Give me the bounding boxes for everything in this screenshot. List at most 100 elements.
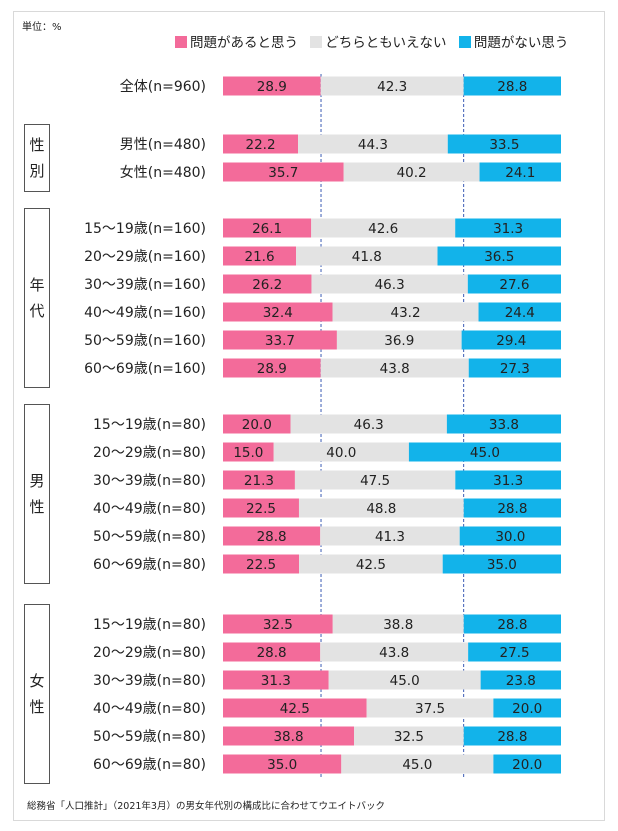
group-label-char: 性: [29, 698, 45, 716]
category-label: 50～59歳(n=80): [93, 729, 206, 745]
data-label: 33.5: [489, 137, 519, 153]
bar-segment-neutral: [354, 726, 464, 746]
data-label: 38.8: [383, 617, 413, 633]
bar-segment-neutral: [328, 670, 481, 690]
bar-segment-neutral: [320, 526, 460, 546]
bar-segment-disagree: [408, 442, 561, 462]
legend-label-agree: 問題があると思う: [190, 35, 298, 51]
group-box-4: 女性: [24, 604, 50, 784]
data-label: 45.0: [470, 445, 500, 461]
data-label: 28.8: [497, 617, 527, 633]
data-label: 38.8: [273, 729, 303, 745]
data-label: 28.9: [257, 79, 287, 95]
category-label: 40～49歳(n=160): [84, 305, 206, 321]
data-label: 31.3: [493, 473, 523, 489]
data-label: 26.1: [252, 221, 282, 237]
data-label: 32.4: [263, 305, 293, 321]
category-label: 50～59歳(n=80): [93, 529, 206, 545]
category-label: 30～39歳(n=80): [93, 473, 206, 489]
data-label: 35.7: [268, 165, 298, 181]
group-label-char: 性: [29, 498, 45, 516]
bar-segment-disagree: [479, 162, 561, 182]
legend-label-disagree: 問題がない思う: [473, 35, 569, 51]
chart-frame: [13, 11, 605, 821]
category-label: 20～29歳(n=80): [93, 445, 206, 461]
bar-segment-disagree: [455, 470, 561, 490]
bar-segment-disagree: [442, 554, 561, 574]
data-label: 15.0: [233, 445, 263, 461]
data-label: 42.3: [377, 79, 407, 95]
bar-segment-agree: [223, 642, 321, 662]
data-label: 40.2: [397, 165, 427, 181]
bar-segment-agree: [223, 554, 300, 574]
bar-segment-disagree: [493, 698, 561, 718]
category-label: 全体(n=960): [120, 78, 206, 95]
data-label: 36.5: [484, 249, 514, 265]
data-label: 22.2: [245, 137, 275, 153]
category-label: 30～39歳(n=160): [84, 277, 206, 293]
bar-segment-agree: [223, 470, 295, 490]
bar-segment-disagree: [463, 76, 561, 96]
data-label: 21.3: [244, 473, 274, 489]
bar-segment-neutral: [296, 246, 438, 266]
data-label: 20.0: [512, 701, 542, 717]
bar-segment-disagree: [459, 526, 561, 546]
bar-segment-agree: [223, 358, 321, 378]
category-label: 40～49歳(n=80): [93, 701, 206, 717]
data-label: 45.0: [402, 757, 432, 773]
bar-segment-neutral: [320, 358, 469, 378]
data-label: 33.8: [489, 417, 519, 433]
bar-segment-disagree: [468, 358, 561, 378]
bar-segment-neutral: [311, 274, 468, 294]
group-label-char: 代: [29, 302, 45, 320]
data-label: 21.6: [245, 249, 275, 265]
legend-item-neutral: どちらともいえない: [310, 31, 447, 51]
bar-segment-neutral: [294, 470, 456, 490]
category-label: 男性(n=480): [120, 137, 206, 153]
bar-segment-neutral: [290, 414, 447, 434]
group-label-char: 性: [29, 136, 45, 154]
category-label: 40～49歳(n=80): [93, 501, 206, 517]
group-box-2: 年代: [24, 208, 50, 388]
data-label: 20.0: [242, 417, 272, 433]
bar-segment-neutral: [336, 330, 462, 350]
data-label: 23.8: [506, 673, 536, 689]
data-label: 28.8: [497, 79, 527, 95]
bar-segment-agree: [223, 330, 337, 350]
data-label: 30.0: [495, 529, 525, 545]
data-label: 27.3: [500, 361, 530, 377]
bar-segment-disagree: [461, 330, 561, 350]
category-label: 60～69歳(n=80): [93, 757, 206, 773]
group-label-char: 女: [29, 672, 45, 690]
bar-segment-agree: [223, 414, 291, 434]
bar-segment-disagree: [437, 246, 561, 266]
data-label: 32.5: [394, 729, 424, 745]
bar-segment-agree: [223, 162, 344, 182]
bar-segment-neutral: [332, 302, 479, 322]
legend-label-neutral: どちらともいえない: [325, 35, 447, 51]
data-label: 35.0: [487, 557, 517, 573]
category-label: 30～39歳(n=80): [93, 673, 206, 689]
data-label: 33.7: [265, 333, 295, 349]
data-label: 31.3: [493, 221, 523, 237]
bar-segment-disagree: [463, 498, 561, 518]
legend-item-disagree: 問題がない思う: [458, 31, 569, 51]
bar-segment-agree: [223, 134, 299, 154]
group-label-char: 年: [29, 276, 45, 294]
data-label: 46.3: [354, 417, 384, 433]
bar-segment-neutral: [332, 614, 464, 634]
data-label: 26.2: [252, 277, 282, 293]
data-label: 32.5: [263, 617, 293, 633]
bar-segment-neutral: [311, 218, 456, 238]
bar-segment-agree: [223, 698, 367, 718]
bar-segment-neutral: [341, 754, 494, 774]
category-label: 50～59歳(n=160): [84, 333, 206, 349]
bar-segment-agree: [223, 670, 329, 690]
bar-segment-neutral: [273, 442, 409, 462]
bar-segment-disagree: [480, 670, 561, 690]
data-label: 45.0: [390, 673, 420, 689]
footnote: 総務省「人口推計」（2021年3月）の男女年代別の構成比に合わせてウエイトバック: [27, 801, 385, 812]
bar-segment-disagree: [463, 726, 561, 746]
bar-segment-agree: [223, 76, 321, 96]
group-box-3: 男性: [24, 404, 50, 584]
